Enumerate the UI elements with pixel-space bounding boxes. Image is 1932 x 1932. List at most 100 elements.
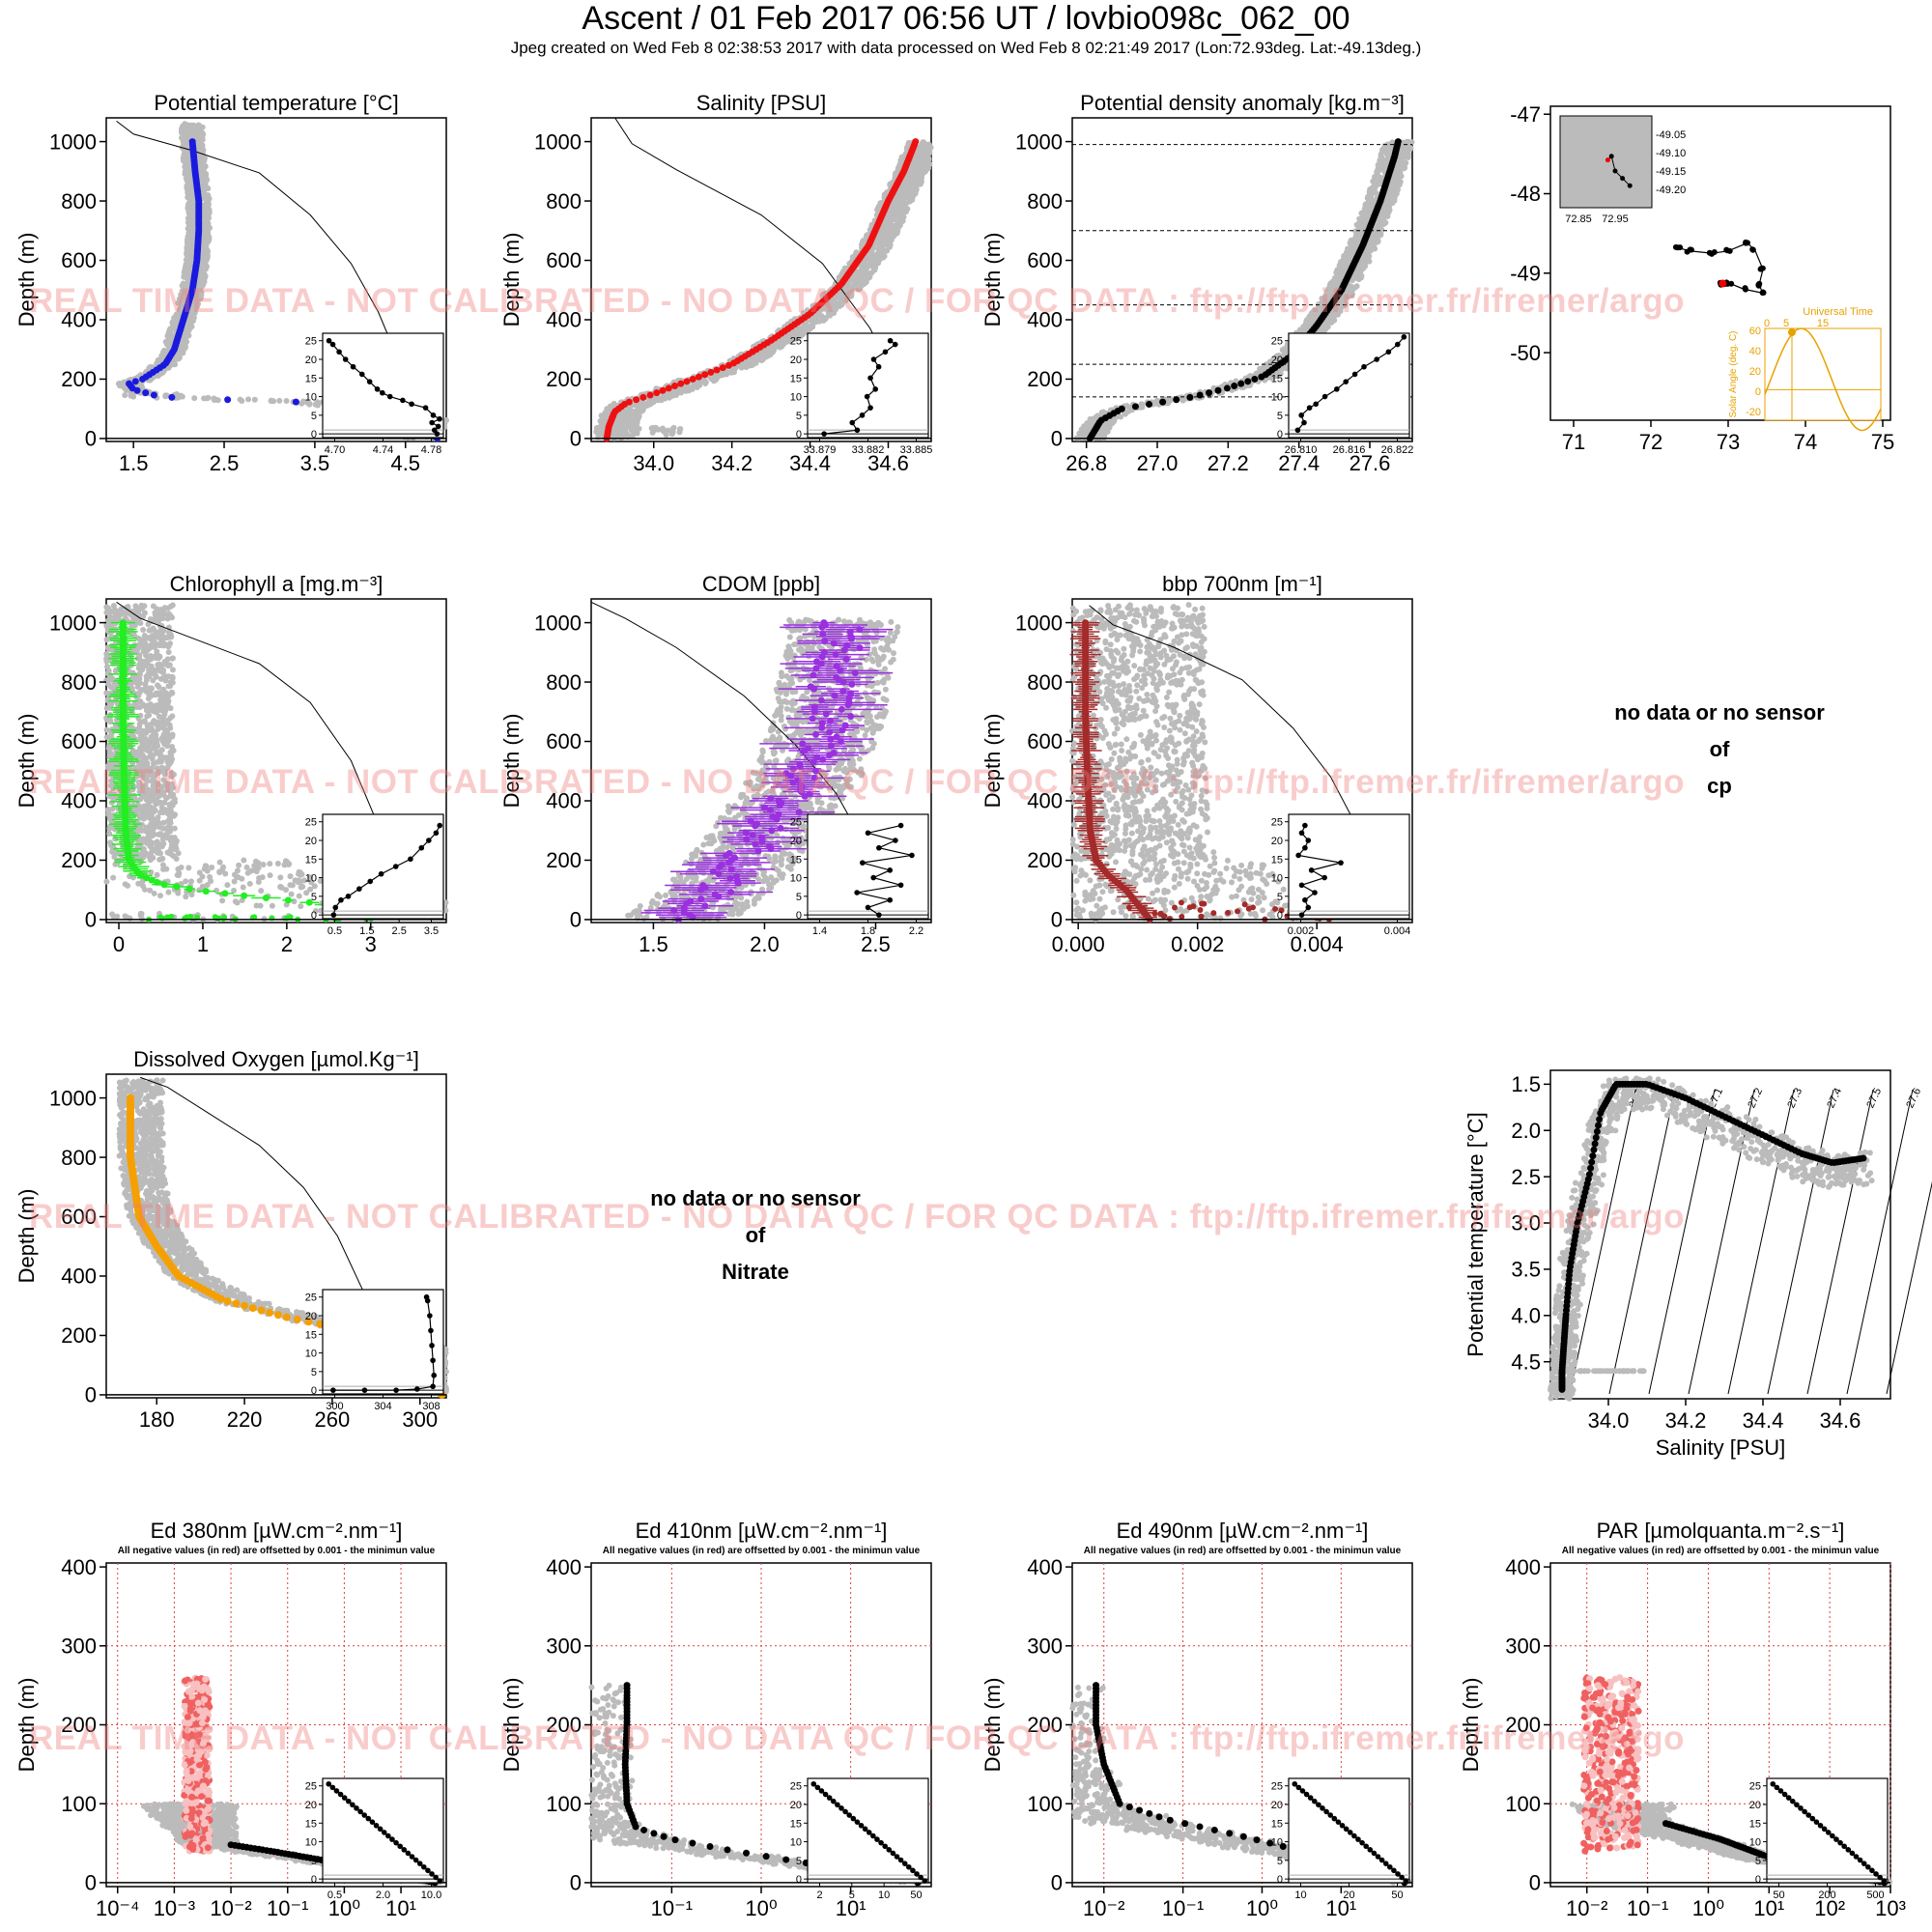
inset-y-tick-label: 0 (311, 429, 317, 440)
data-point (677, 380, 685, 387)
reference-point (130, 393, 137, 400)
reference-point (196, 294, 203, 300)
inset-data-point (875, 363, 882, 370)
y-axis-label: Depth (m) (499, 233, 524, 327)
inset-y-tick-label: 15 (305, 373, 317, 384)
reference-point (802, 326, 809, 332)
data-point (150, 391, 157, 399)
y-tick-label: 600 (61, 248, 97, 272)
reference-point (917, 181, 923, 187)
reference-point (920, 141, 926, 148)
reference-point (1328, 319, 1335, 326)
reference-point (237, 396, 243, 403)
reference-point (669, 426, 676, 433)
data-point (713, 366, 721, 374)
reference-point (1326, 283, 1333, 290)
inset-data-point (374, 386, 381, 392)
reference-point (181, 273, 187, 280)
reference-point (185, 178, 191, 185)
data-point (689, 375, 696, 383)
reference-point (198, 143, 205, 150)
reference-point (179, 393, 185, 400)
y-tick-label: 800 (546, 189, 582, 213)
inset-data-point (854, 427, 861, 434)
reference-point (1326, 288, 1333, 295)
reference-point (191, 395, 198, 402)
inset-data-point (882, 349, 889, 355)
reference-point (162, 393, 169, 400)
reference-point (900, 196, 907, 203)
x-tick-label: 34.2 (711, 451, 753, 475)
reference-point (200, 166, 207, 173)
y-tick-label: 400 (61, 308, 97, 332)
reference-point (195, 300, 202, 307)
data-point (719, 364, 726, 372)
reference-point (743, 364, 750, 371)
data-point (224, 396, 232, 404)
data-point (131, 378, 139, 385)
inset-y-tick-label: 10 (790, 392, 802, 404)
reference-point (781, 341, 787, 348)
chart-title: Salinity [PSU] (696, 91, 827, 115)
page-subtitle: Jpeg created on Wed Feb 8 02:38:53 2017 … (510, 39, 1422, 57)
reference-point (251, 396, 258, 403)
x-tick-label: 1.5 (119, 451, 149, 475)
inset-y-tick-label: 5 (311, 411, 317, 422)
reference-point (668, 431, 675, 438)
data-point (126, 380, 133, 387)
reference-point (185, 225, 192, 232)
inset-data-point (429, 419, 435, 426)
reference-point (183, 170, 189, 177)
data-point (633, 396, 640, 404)
reference-point (179, 134, 185, 141)
inset-data-point (864, 393, 870, 400)
inset-data-point (887, 337, 894, 344)
inset-x-tick-label: 4.70 (325, 444, 345, 456)
data-point (625, 398, 633, 406)
inset-y-tick-label: 25 (305, 336, 317, 348)
reference-point (183, 330, 189, 337)
reference-point (923, 153, 930, 159)
reference-point (594, 424, 601, 431)
reference-point (875, 259, 882, 266)
x-tick-label: 34.0 (633, 451, 674, 475)
reference-point (1397, 169, 1404, 176)
data-point (188, 138, 196, 146)
reference-point (197, 137, 204, 144)
reference-point (753, 359, 759, 366)
reference-point (683, 387, 690, 394)
reference-point (892, 170, 898, 177)
inset-data-point (326, 337, 332, 344)
reference-point (867, 254, 873, 261)
data-point (701, 371, 709, 379)
reference-point (637, 406, 643, 412)
x-tick-label: 4.5 (390, 451, 420, 475)
inset-data-point (400, 397, 406, 404)
inset-x-tick-label: 4.78 (421, 444, 441, 456)
reference-point (183, 264, 189, 270)
data-point (646, 391, 654, 399)
reference-point (924, 163, 931, 170)
inset-data-point (358, 371, 365, 378)
reference-point (1334, 267, 1341, 273)
inset-data-point (870, 356, 877, 362)
reference-point (188, 318, 195, 325)
reference-point (880, 247, 887, 254)
inset-x-tick-label: 33.879 (804, 444, 837, 456)
reference-point (886, 243, 893, 250)
inset-data-point (350, 363, 356, 370)
data-point (292, 398, 299, 406)
reference-point (201, 180, 208, 186)
reference-point (187, 191, 194, 198)
reference-point (1362, 201, 1369, 208)
reference-point (185, 204, 191, 211)
reference-point (896, 203, 903, 210)
data-point (912, 138, 920, 146)
data-point (665, 384, 672, 392)
inset-data-point (380, 389, 385, 396)
reference-point (910, 165, 917, 172)
reference-point (905, 194, 912, 201)
reference-point (268, 397, 274, 404)
